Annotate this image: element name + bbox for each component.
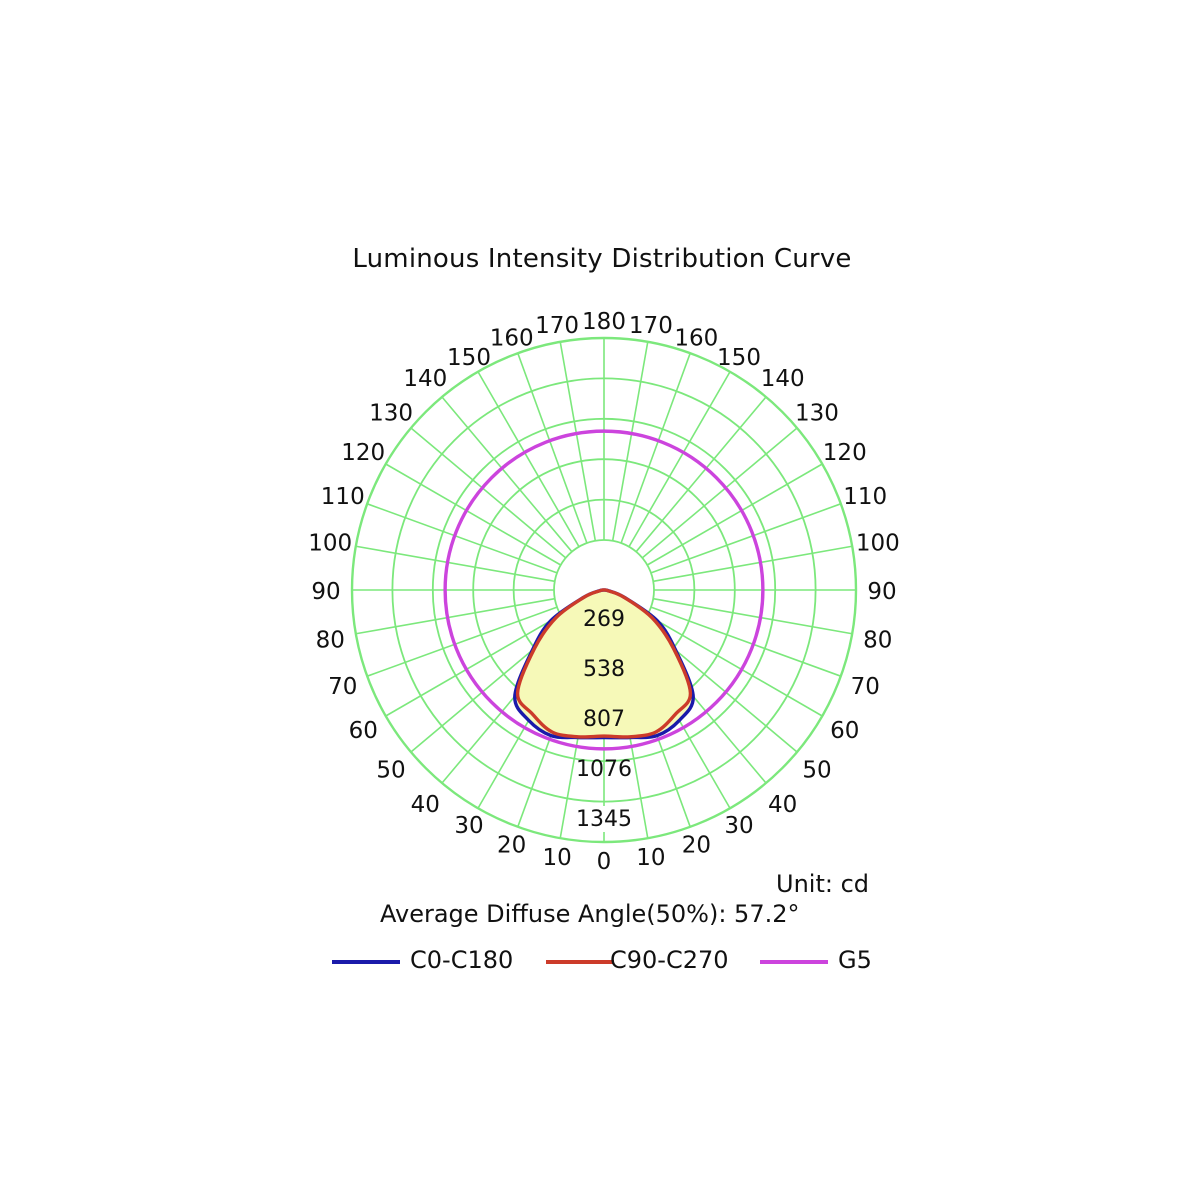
angle-label: 100 [308, 531, 352, 557]
angle-label: 90 [311, 579, 340, 605]
radial-label: 538 [583, 657, 625, 682]
legend: C0-C180 C90-C270 G5 [330, 944, 890, 978]
radial-label: 1345 [576, 807, 632, 832]
grid-spoke [441, 396, 573, 553]
angle-label: 160 [490, 325, 534, 351]
grid-spoke [646, 463, 823, 566]
grid-spoke [635, 396, 767, 553]
angle-label: 30 [454, 813, 483, 839]
radial-label: 807 [583, 707, 625, 732]
grid-spoke [410, 427, 567, 559]
radial-labels: 269 538 807 1076 1345 [574, 607, 634, 832]
angle-label: 100 [856, 531, 900, 557]
angle-label: 140 [761, 366, 805, 392]
legend-swatch-c90-c270 [546, 960, 614, 964]
radial-label: 269 [583, 607, 625, 632]
angle-label: 130 [795, 400, 839, 426]
grid-spoke [641, 427, 798, 559]
angle-label: 90 [867, 579, 896, 605]
grid-spoke [650, 503, 842, 574]
grid-spoke [355, 545, 555, 583]
series-g5 [443, 429, 765, 751]
grid-spoke [646, 614, 823, 717]
chart-title: Luminous Intensity Distribution Curve [352, 244, 852, 274]
grid-spoke [517, 352, 588, 544]
series-lines [443, 429, 765, 751]
grid-spoke [650, 606, 842, 677]
series-fill [514, 589, 694, 738]
grid-spoke [385, 463, 562, 566]
radial-label-bg [574, 806, 634, 832]
angle-label: 70 [328, 674, 357, 700]
angle-label: 60 [349, 718, 378, 744]
curve-fill [514, 589, 694, 738]
angle-label: 80 [863, 627, 892, 653]
angle-label: 110 [321, 484, 365, 510]
angle-label: 140 [403, 366, 447, 392]
angle-label: 170 [535, 313, 579, 339]
angle-label: 110 [843, 484, 887, 510]
angle-label: 80 [316, 627, 345, 653]
legend-label-c0-c180: C0-C180 [410, 946, 514, 974]
legend-swatch-c0-c180 [332, 960, 400, 964]
grid-spoke [611, 341, 649, 541]
angle-label: 120 [341, 440, 385, 466]
angle-label: 40 [411, 792, 440, 818]
angle-label: 60 [830, 718, 859, 744]
grid-spoke [385, 614, 562, 717]
legend-label-g5: G5 [838, 946, 872, 974]
angle-label: 170 [629, 313, 673, 339]
grid-spoke [366, 606, 558, 677]
unit-label: Unit: cd [776, 870, 869, 898]
legend-swatch-g5 [760, 960, 828, 964]
angle-label: 150 [447, 345, 491, 371]
angle-label: 30 [724, 813, 753, 839]
angle-label: 150 [717, 345, 761, 371]
grid-ring [350, 336, 858, 844]
angle-label: 160 [674, 325, 718, 351]
angle-label: 120 [823, 440, 867, 466]
angle-label: 10 [636, 845, 665, 871]
angle-label: 0 [597, 849, 612, 875]
angle-label: 50 [802, 758, 831, 784]
grid-spoke [477, 371, 580, 548]
angle-label: 130 [369, 400, 413, 426]
angle-label: 50 [376, 758, 405, 784]
grid-spoke [628, 371, 731, 548]
grid-spoke [366, 503, 558, 574]
grid-spoke [355, 597, 555, 635]
angle-label: 20 [682, 833, 711, 859]
angle-label: 40 [768, 792, 797, 818]
angle-label: 180 [582, 309, 626, 335]
angle-label: 20 [497, 833, 526, 859]
grid-ring [431, 417, 777, 763]
grid-spoke [559, 341, 597, 541]
radial-label: 1076 [576, 757, 632, 782]
angle-label: 70 [851, 674, 880, 700]
legend-label-c90-c270: C90-C270 [610, 946, 729, 974]
grid-ring [391, 377, 817, 803]
grid-spoke [620, 352, 691, 544]
series-c90-c270 [515, 588, 693, 739]
average-diffuse-angle: Average Diffuse Angle(50%): 57.2° [380, 900, 800, 928]
grid-spoke [653, 545, 853, 583]
grid-spoke [653, 597, 853, 635]
angle-label: 10 [542, 845, 571, 871]
